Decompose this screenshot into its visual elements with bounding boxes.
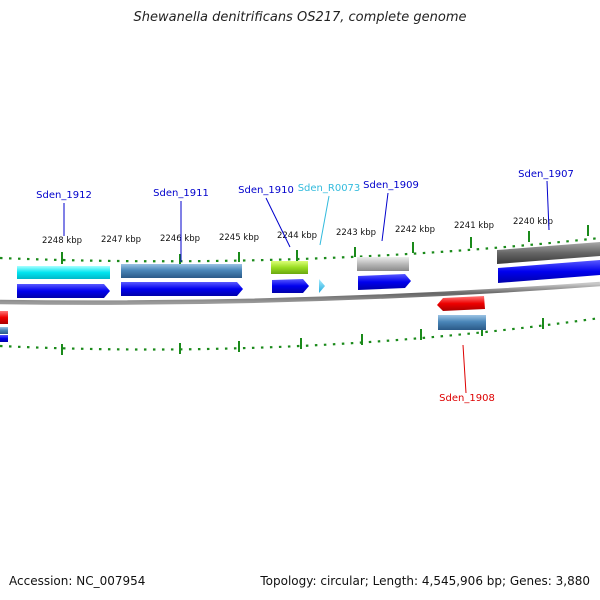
kbp-label: 2245 kbp	[219, 233, 259, 243]
kbp-label: 2240 kbp	[513, 217, 553, 227]
forward-cds	[17, 260, 600, 298]
gene-label[interactable]: Sden_R0073	[298, 183, 361, 194]
cds-arrow[interactable]	[17, 284, 110, 298]
rna-arrow[interactable]	[319, 279, 325, 293]
kbp-label: 2246 kbp	[160, 234, 200, 244]
outer-tick-ruler	[0, 225, 600, 265]
cds-arrow[interactable]	[272, 279, 309, 293]
label-connectors	[63, 180, 550, 394]
feature-bar[interactable]	[121, 264, 242, 278]
accession-text: Accession: NC_007954	[9, 574, 146, 588]
feature-bar[interactable]	[357, 257, 409, 271]
map-title: Shewanella denitrificans OS217, complete…	[133, 10, 467, 25]
cds-arrow[interactable]	[358, 274, 411, 290]
feature-bar[interactable]	[0, 327, 8, 334]
cds-arrow[interactable]	[0, 335, 8, 342]
feature-bar[interactable]	[438, 315, 486, 330]
cds-arrow-reverse[interactable]	[437, 296, 485, 311]
genome-backbone	[0, 281, 600, 305]
feature-bar[interactable]	[271, 261, 308, 274]
inner-tick-ruler	[0, 316, 600, 355]
gene-label[interactable]: Sden_1910	[238, 185, 294, 196]
kbp-label: 2241 kbp	[454, 221, 494, 231]
kbp-labels: 2248 kbp 2247 kbp 2246 kbp 2245 kbp 2244…	[42, 217, 553, 246]
gene-label[interactable]: Sden_1907	[518, 169, 574, 180]
cds-arrow[interactable]	[121, 282, 243, 296]
gene-label[interactable]: Sden_1911	[153, 188, 209, 199]
gene-label[interactable]: Sden_1909	[363, 180, 419, 191]
gene-label[interactable]: Sden_1908	[439, 393, 495, 404]
feature-bar[interactable]	[17, 266, 110, 279]
cds-arrow-reverse[interactable]	[0, 311, 8, 324]
kbp-label: 2247 kbp	[101, 235, 141, 245]
kbp-label: 2244 kbp	[277, 231, 317, 241]
cds-arrow[interactable]	[498, 260, 600, 283]
kbp-label: 2242 kbp	[395, 225, 435, 235]
kbp-label: 2243 kbp	[336, 228, 376, 238]
gene-label[interactable]: Sden_1912	[36, 190, 92, 201]
kbp-label: 2248 kbp	[42, 236, 82, 246]
feature-bars-forward	[17, 242, 600, 279]
reverse-features	[0, 296, 486, 342]
genome-summary: Topology: circular; Length: 4,545,906 bp…	[260, 574, 590, 588]
feature-bar[interactable]	[497, 242, 600, 264]
